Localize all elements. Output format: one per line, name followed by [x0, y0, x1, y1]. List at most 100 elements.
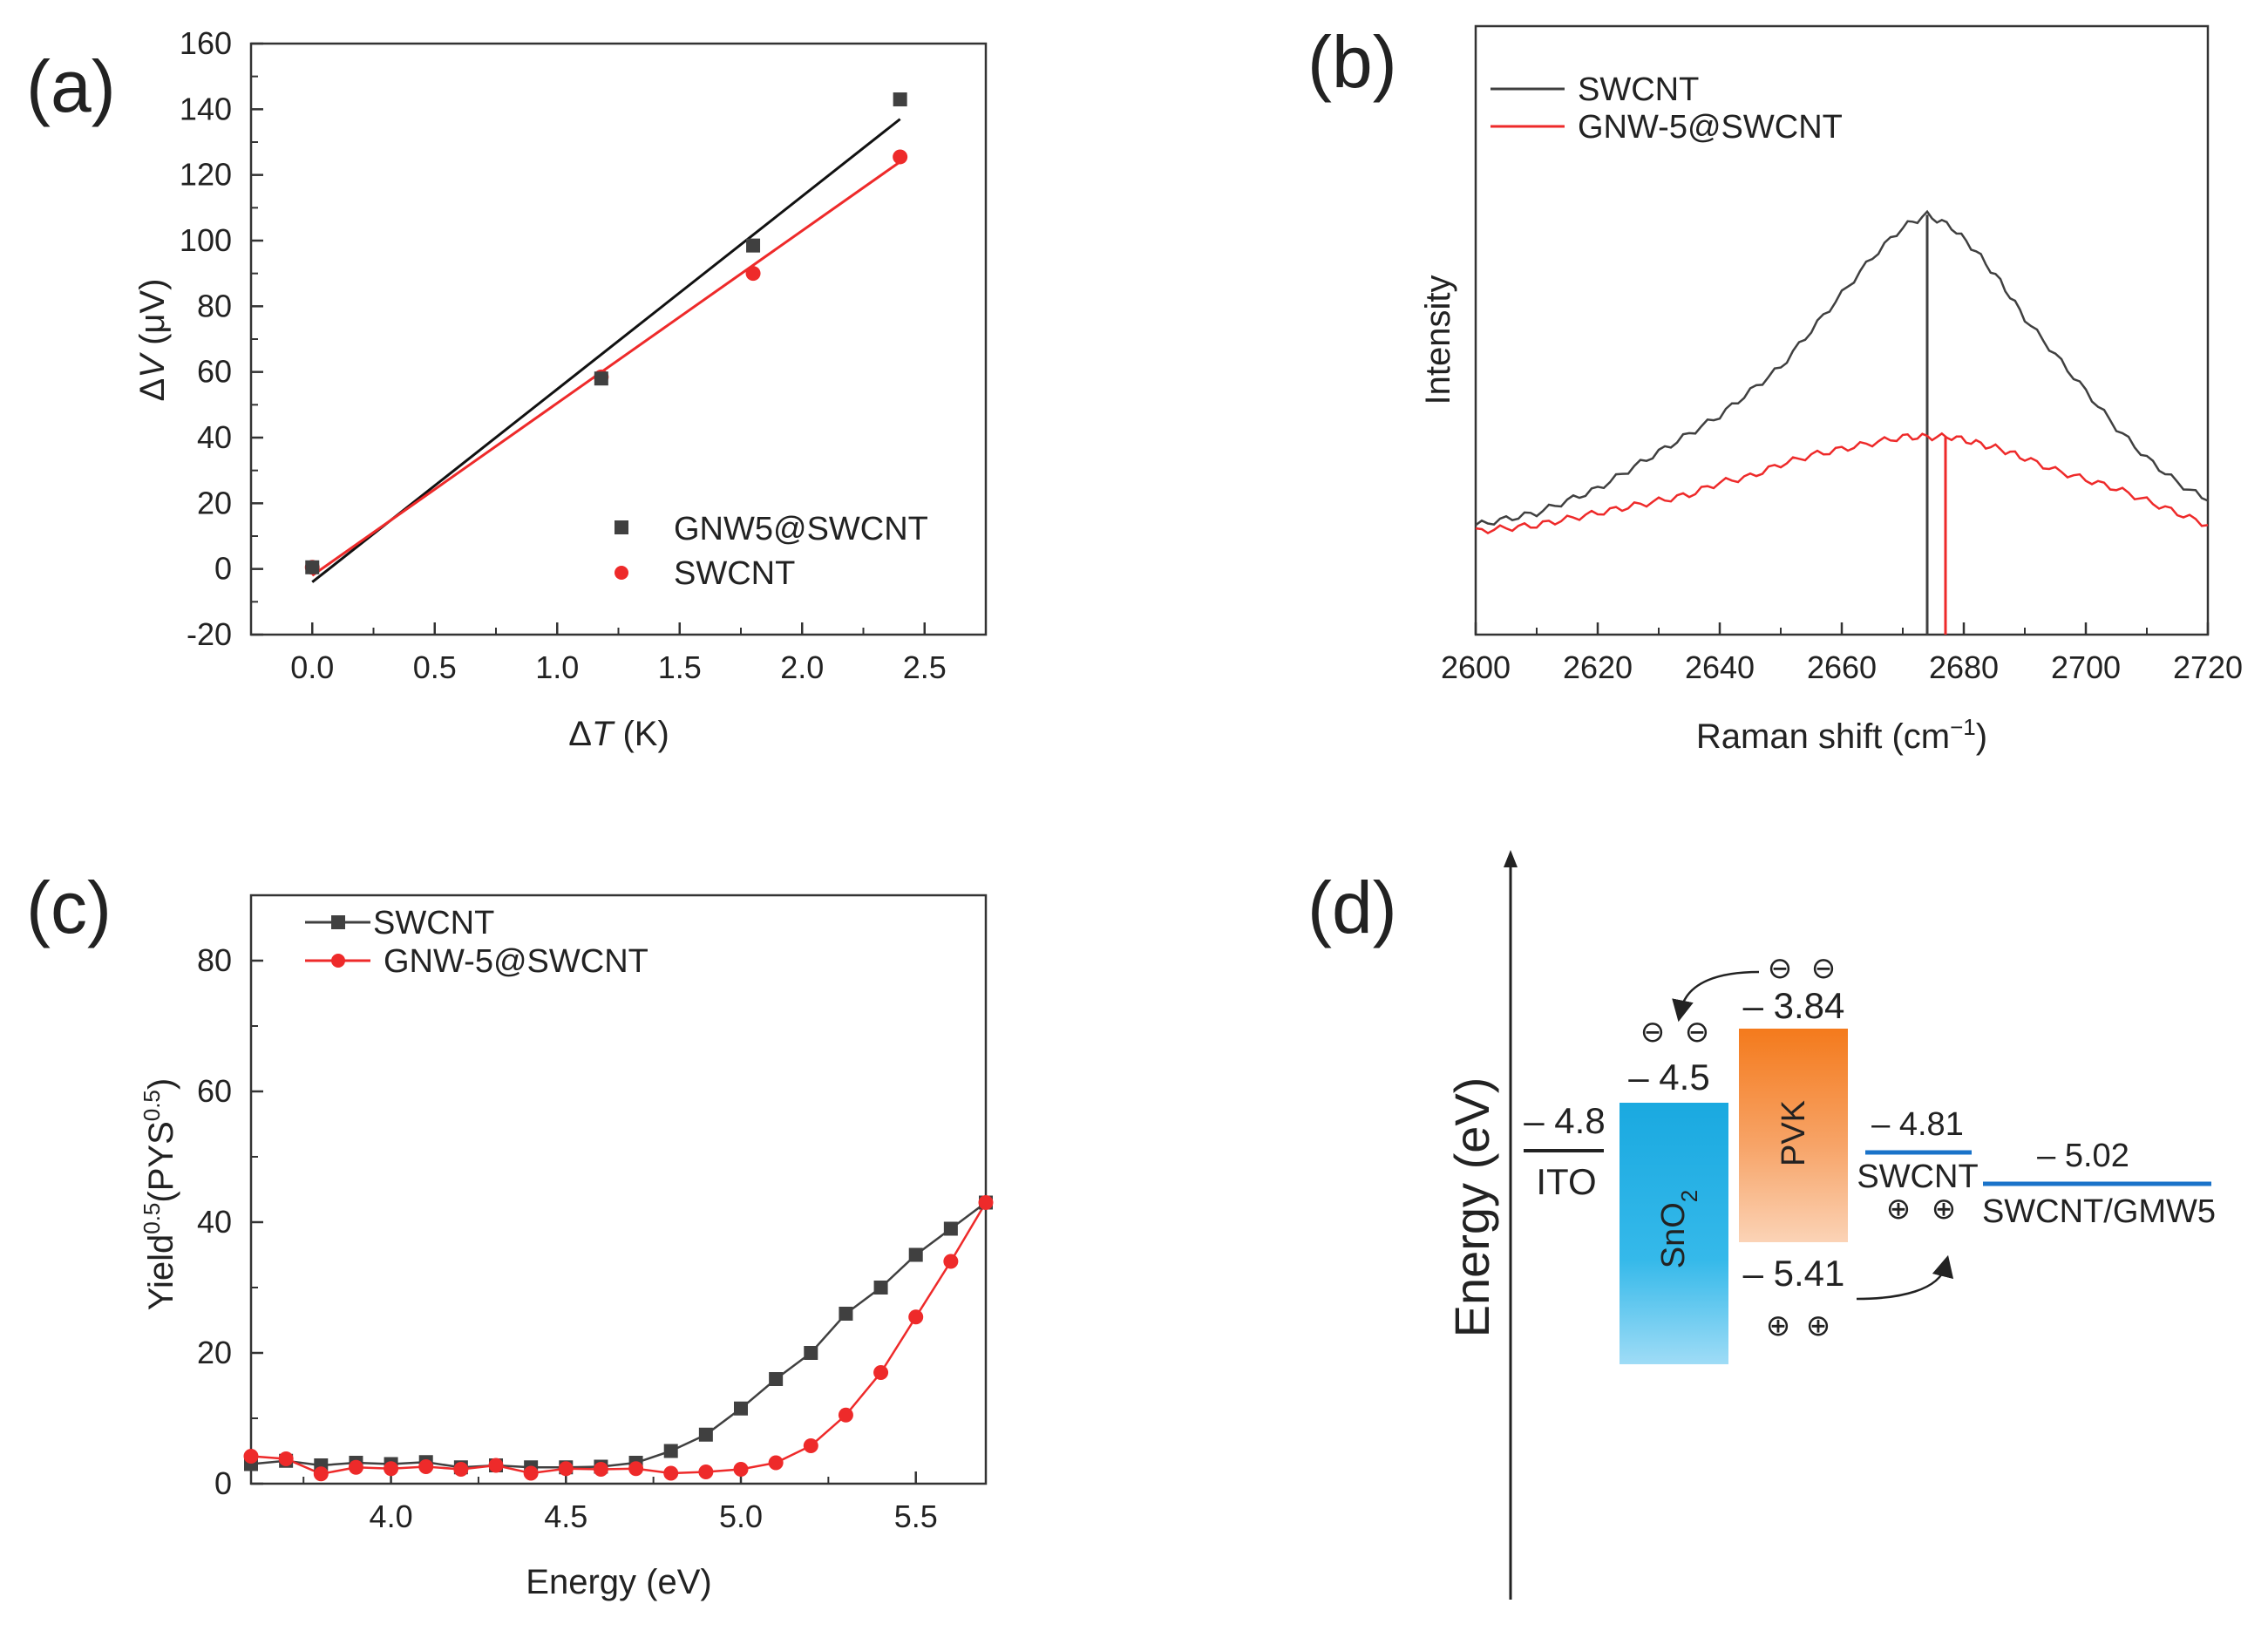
pvk-hole-1: ⊕ — [1766, 1309, 1791, 1342]
chart-c-point-1-11 — [628, 1461, 644, 1477]
chart-c-point-1-12 — [663, 1465, 679, 1481]
swcnt-value: – 4.81 — [1871, 1106, 1964, 1143]
chart-b-xlabel: Raman shift (cm−1) — [1696, 714, 1987, 756]
energy-diagram: Energy (eV) – 4.8 ITO SnO2 – 4.5 ⊖ ⊖ PVK… — [1444, 850, 2216, 1600]
chart-c-point-0-13 — [698, 1427, 713, 1442]
chart-a-ytick-label-4: 60 — [197, 354, 232, 390]
chart-a-legend-swatch-0 — [615, 520, 628, 534]
chart-c-point-1-1 — [278, 1451, 294, 1466]
chart-c-point-1-4 — [384, 1461, 399, 1477]
chart-a-point-0-1 — [594, 371, 608, 386]
chart-a-point-0-3 — [893, 92, 907, 107]
chart-a-xtick-label-4: 2.0 — [780, 649, 824, 685]
pvk-electron-1: ⊖ — [1768, 952, 1793, 985]
chart-a-y-axis: -20 0 20 40 60 80 100 120 140 160 — [180, 25, 263, 652]
sno2-electron-1: ⊖ — [1640, 1016, 1666, 1049]
swcnt-hole-2: ⊕ — [1932, 1193, 1957, 1226]
chart-c: 0 20 40 60 80 4.0 4.5 5.0 5.5 Energy (eV) Yield… — [139, 894, 994, 1601]
chart-a-xtick-label-1: 0.5 — [413, 649, 457, 685]
ito-value: – 4.8 — [1524, 1100, 1605, 1141]
chart-a-point-0-2 — [746, 238, 761, 253]
sno2-label: SnO2 — [1655, 1190, 1702, 1269]
chart-c-legend-label-1: GNW-5@SWCNT — [384, 943, 648, 980]
chart-c-point-1-19 — [908, 1309, 924, 1325]
chart-c-point-0-18 — [873, 1281, 888, 1295]
chart-a-ytick-label-3: 40 — [197, 419, 232, 455]
chart-c-xtick-label-2: 5.0 — [719, 1498, 763, 1534]
sno2-electron-2: ⊖ — [1685, 1016, 1710, 1049]
chart-b-xtick-label-4: 2680 — [1929, 649, 1999, 685]
chart-a-plot-area — [304, 92, 908, 583]
chart-a-ytick-label-9: 160 — [180, 25, 232, 61]
chart-a-xlabel: ΔT (K) — [568, 715, 669, 753]
chart-c-ytick-label-4: 80 — [197, 942, 232, 978]
chart-a-x-axis: 0.0 0.5 1.0 1.5 2.0 2.5 — [250, 622, 987, 685]
chart-b-legend-label-1: GNW-5@SWCNT — [1578, 109, 1843, 146]
pvk-top-value: – 3.84 — [1743, 985, 1845, 1026]
pvk-label: PVK — [1776, 1100, 1812, 1166]
chart-a-ytick-label-0: -20 — [187, 616, 232, 652]
chart-b-series-line-1 — [1475, 432, 2209, 535]
panel-label-b: (b) — [1307, 21, 1397, 103]
chart-c-xtick-label-1: 4.5 — [544, 1498, 587, 1534]
chart-b-xtick-label-5: 2700 — [2051, 649, 2121, 685]
chart-a-xtick-label-3: 1.5 — [658, 649, 702, 685]
chart-c-point-1-9 — [558, 1461, 574, 1477]
chart-c-point-0-12 — [663, 1444, 678, 1458]
chart-a-xtick-label-5: 2.5 — [903, 649, 947, 685]
chart-c-y-axis: 0 20 40 60 80 — [197, 942, 263, 1501]
panel-label-a: (a) — [26, 45, 116, 127]
chart-a-point-0-0 — [305, 560, 320, 574]
energy-axis-arrow — [1504, 850, 1518, 867]
chart-c-ylabel: Yield0.5(PYS0.5) — [139, 1078, 180, 1310]
chart-c-ytick-label-2: 40 — [197, 1204, 232, 1240]
pvk-bottom-value: – 5.41 — [1743, 1253, 1845, 1294]
chart-c-point-1-7 — [488, 1458, 504, 1473]
chart-b-series-line-0 — [1475, 209, 2209, 527]
chart-c-point-1-13 — [698, 1465, 714, 1479]
chart-c-point-1-16 — [803, 1438, 818, 1453]
chart-c-ytick-label-3: 60 — [197, 1073, 232, 1109]
chart-c-legend: SWCNT GNW-5@SWCNT — [305, 905, 648, 980]
panel-label-d: (d) — [1307, 866, 1397, 948]
chart-c-series-line-1 — [250, 1201, 988, 1476]
chart-b-xtick-label-0: 2600 — [1441, 649, 1511, 685]
chart-c-frame — [249, 894, 988, 1485]
chart-a-ytick-label-2: 20 — [197, 485, 232, 520]
swcnt-label: SWCNT — [1857, 1159, 1978, 1195]
chart-c-point-0-17 — [839, 1307, 853, 1321]
chart-c-point-1-18 — [873, 1365, 889, 1380]
hole-transfer-arrow — [1856, 1254, 1954, 1301]
chart-a: -20 0 20 40 60 80 100 120 140 160 0.0 0.5 1.0 1.5 2.0… — [133, 25, 988, 753]
chart-c-point-0-19 — [908, 1247, 923, 1262]
chart-c-point-1-2 — [313, 1466, 329, 1482]
chart-c-point-1-10 — [593, 1462, 608, 1477]
chart-c-point-1-20 — [943, 1254, 959, 1269]
chart-b: 2600 2620 2640 2660 2680 2700 2720 Raman shift… — [1419, 24, 2243, 756]
chart-c-xtick-label-0: 4.0 — [370, 1498, 413, 1534]
chart-c-point-0-16 — [804, 1346, 818, 1360]
chart-b-plot-area — [1475, 209, 2209, 635]
chart-c-point-1-15 — [768, 1455, 784, 1471]
chart-c-plot-area — [243, 1195, 994, 1482]
chart-c-legend-label-0: SWCNT — [373, 905, 494, 941]
chart-a-ytick-label-1: 0 — [214, 551, 232, 587]
sno2-block — [1620, 1103, 1728, 1364]
chart-a-xtick-label-2: 1.0 — [535, 649, 579, 685]
chart-c-point-1-14 — [733, 1462, 749, 1477]
energy-axis-label: Energy (eV) — [1444, 1077, 1499, 1338]
chart-a-point-1-2 — [745, 266, 761, 282]
chart-c-point-1-0 — [243, 1449, 259, 1464]
ito-label: ITO — [1536, 1161, 1596, 1202]
chart-c-ytick-label-1: 20 — [197, 1335, 232, 1370]
chart-a-ylabel: ΔV (μV) — [133, 279, 172, 402]
chart-c-point-1-8 — [523, 1465, 539, 1481]
chart-b-xtick-label-6: 2720 — [2173, 649, 2243, 685]
swcnt-gmw5-label: SWCNT/GMW5 — [1982, 1193, 2216, 1230]
chart-c-point-1-17 — [838, 1407, 853, 1423]
chart-a-fit-line-1 — [311, 160, 901, 577]
chart-a-ytick-label-8: 140 — [180, 91, 232, 126]
chart-a-fit-line-0 — [311, 118, 901, 583]
chart-c-xlabel: Energy (eV) — [526, 1563, 711, 1601]
